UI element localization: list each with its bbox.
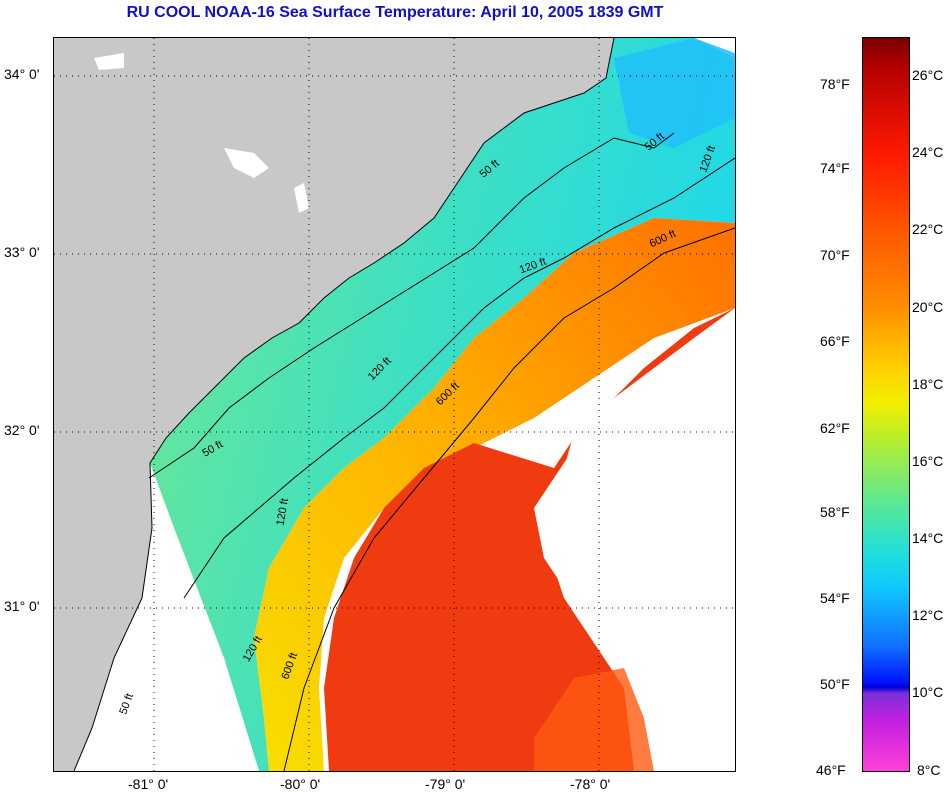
fahrenheit-label: 70°F [820,247,850,263]
celsius-label: 18°C [912,376,944,392]
latitude-label: 34° 0' [4,66,40,82]
sst-map-canvas [54,38,735,771]
fahrenheit-label: 78°F [820,76,850,92]
latitude-label: 33° 0' [4,244,40,260]
fahrenheit-label: 66°F [820,333,850,349]
celsius-label: 10°C [912,684,944,700]
no-data-southwest [74,463,259,771]
fahrenheit-label: 46°F [816,762,846,778]
coastline [73,38,615,771]
celsius-label: 24°C [912,144,944,160]
no-data-region [534,308,735,771]
cool-patch [614,38,735,148]
gulf-stream-east [534,668,654,771]
celsius-label: 14°C [912,530,944,546]
celsius-label: 12°C [912,607,944,623]
celsius-label: 20°C [912,299,944,315]
shelf-water [150,38,735,771]
latitude-label: 32° 0' [4,422,40,438]
longitude-label: -78° 0' [570,776,611,792]
fahrenheit-label: 62°F [820,420,850,436]
longitude-label: -79° 0' [425,776,466,792]
land-area [54,38,614,771]
inland-patch-2 [294,183,309,213]
celsius-label: 26°C [912,67,944,83]
longitude-label: -80° 0' [280,776,321,792]
celsius-label: 22°C [912,221,944,237]
sst-map: 50 ft 50 ft 50 ft 50 ft 120 ft 120 ft 12… [53,37,736,772]
latitude-label: 31° 0' [4,598,40,614]
map-title: RU COOL NOAA-16 Sea Surface Temperature:… [126,4,664,21]
warm-band [254,218,735,771]
fahrenheit-label: 58°F [820,504,850,520]
inland-patch [224,148,269,178]
gulf-stream [324,238,735,771]
celsius-label: 8°C [917,762,941,778]
fahrenheit-label: 50°F [820,676,850,692]
inland-patch-3 [94,53,124,70]
graticule [54,38,735,771]
celsius-label: 16°C [912,453,944,469]
temperature-colorbar [862,37,910,772]
fahrenheit-label: 54°F [820,590,850,606]
isobaths [148,132,735,771]
longitude-label: -81° 0' [128,776,169,792]
fahrenheit-label: 74°F [820,160,850,176]
